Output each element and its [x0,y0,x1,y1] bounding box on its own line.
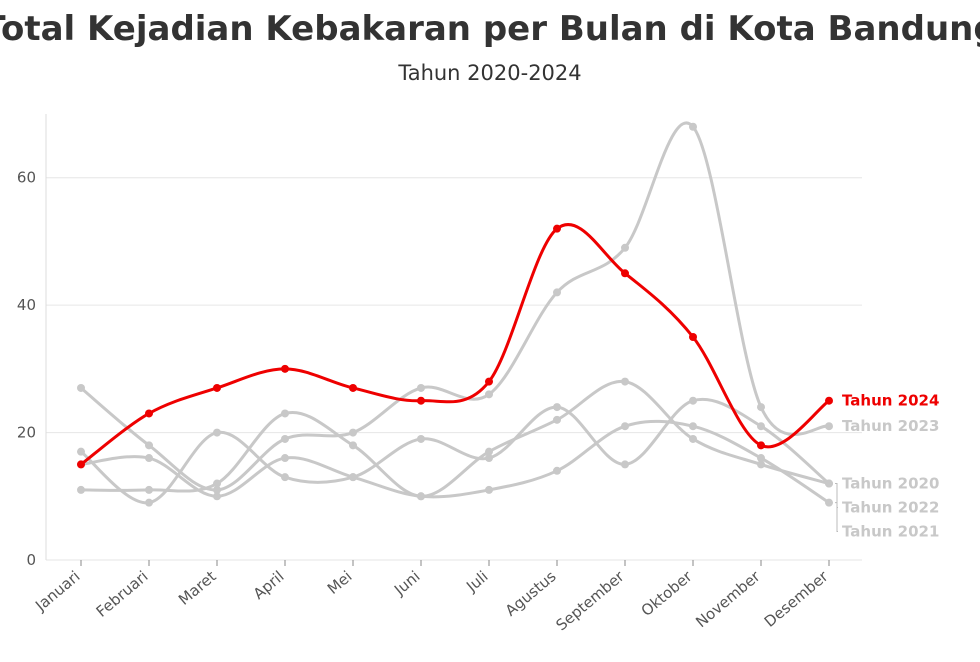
data-point [349,428,357,437]
data-point [145,441,153,450]
data-point [825,498,833,507]
chart-subtitle: Tahun 2020-2024 [397,61,581,85]
data-point [77,485,85,494]
data-point [213,485,221,494]
series-tahun-2024 [77,223,833,469]
data-point [281,473,289,482]
x-tick-label: Januari [31,567,83,615]
x-tick-label: Februari [93,567,152,620]
series-label: Tahun 2020 [842,475,939,493]
data-point [757,441,765,450]
data-point [553,415,561,424]
x-tick-label: Juni [390,567,423,599]
data-point [145,498,153,507]
x-tick-label: Desember [761,567,832,631]
data-point [417,383,425,392]
series-label: Tahun 2023 [842,417,939,435]
series-tahun-2021 [77,419,833,507]
y-tick-label: 20 [17,424,36,442]
series-tahun-2023 [77,121,833,494]
series-line [80,419,830,504]
data-point [689,434,697,443]
data-point [417,434,425,443]
data-point [281,454,289,463]
axes: 0 20 40 60 Januari Februari Maret April Mei Juni J… [17,114,832,634]
series-label: Tahun 2024 [842,392,939,410]
grid [46,177,862,561]
y-tick-label: 40 [17,296,36,314]
data-point [281,364,289,373]
data-point [145,454,153,463]
data-point [689,422,697,431]
label-connector [835,502,838,533]
data-point [485,447,493,456]
x-tick-label: Maret [175,567,220,609]
data-point [213,428,221,437]
data-point [281,409,289,418]
chart-title: Total Kejadian Kebakaran per Bulan di Ko… [0,9,980,49]
data-point [485,377,493,386]
data-point [213,492,221,501]
series-tahun-2022 [77,377,833,501]
x-tick-label: Mei [324,567,356,598]
data-point [349,441,357,450]
x-tick-label: April [250,567,288,603]
data-point [689,396,697,405]
data-point [485,454,493,463]
data-point [825,422,833,431]
data-point [621,377,629,386]
data-point [77,383,85,392]
x-tick-label: Juli [462,567,491,596]
series-labels: Tahun 2024 Tahun 2023 Tahun 2020 Tahun 2022… [835,392,939,541]
data-point [757,422,765,431]
data-point [281,434,289,443]
data-point [621,243,629,252]
data-point [145,409,153,418]
series-layer [77,121,833,507]
data-point [213,383,221,392]
data-point [213,479,221,488]
x-tick-label: November [692,567,764,631]
x-tick-label: September [552,567,628,635]
data-point [621,422,629,431]
data-point [553,288,561,297]
data-point [757,454,765,463]
series-label: Tahun 2022 [842,499,939,517]
data-point [689,122,697,131]
data-point [621,460,629,469]
data-point [349,473,357,482]
data-point [485,485,493,494]
data-point [689,333,697,341]
data-point [757,403,765,412]
data-point [417,492,425,501]
data-point [77,447,85,456]
data-point [145,485,153,494]
data-point [825,479,833,488]
series-label: Tahun 2021 [842,523,939,541]
data-point [485,390,493,399]
data-point [417,396,425,405]
x-tick-label: Agustus [502,567,560,620]
data-point [553,224,561,233]
series-line [80,223,830,466]
data-point [77,460,85,469]
series-line [80,380,830,498]
x-tick-label: Oktober [638,567,697,620]
y-tick-label: 0 [26,551,36,569]
y-tick-label: 60 [17,169,36,187]
data-point [349,383,357,392]
data-point [553,403,561,412]
data-point [825,396,833,405]
data-point [621,269,629,278]
data-point [553,466,561,475]
data-point [757,460,765,469]
